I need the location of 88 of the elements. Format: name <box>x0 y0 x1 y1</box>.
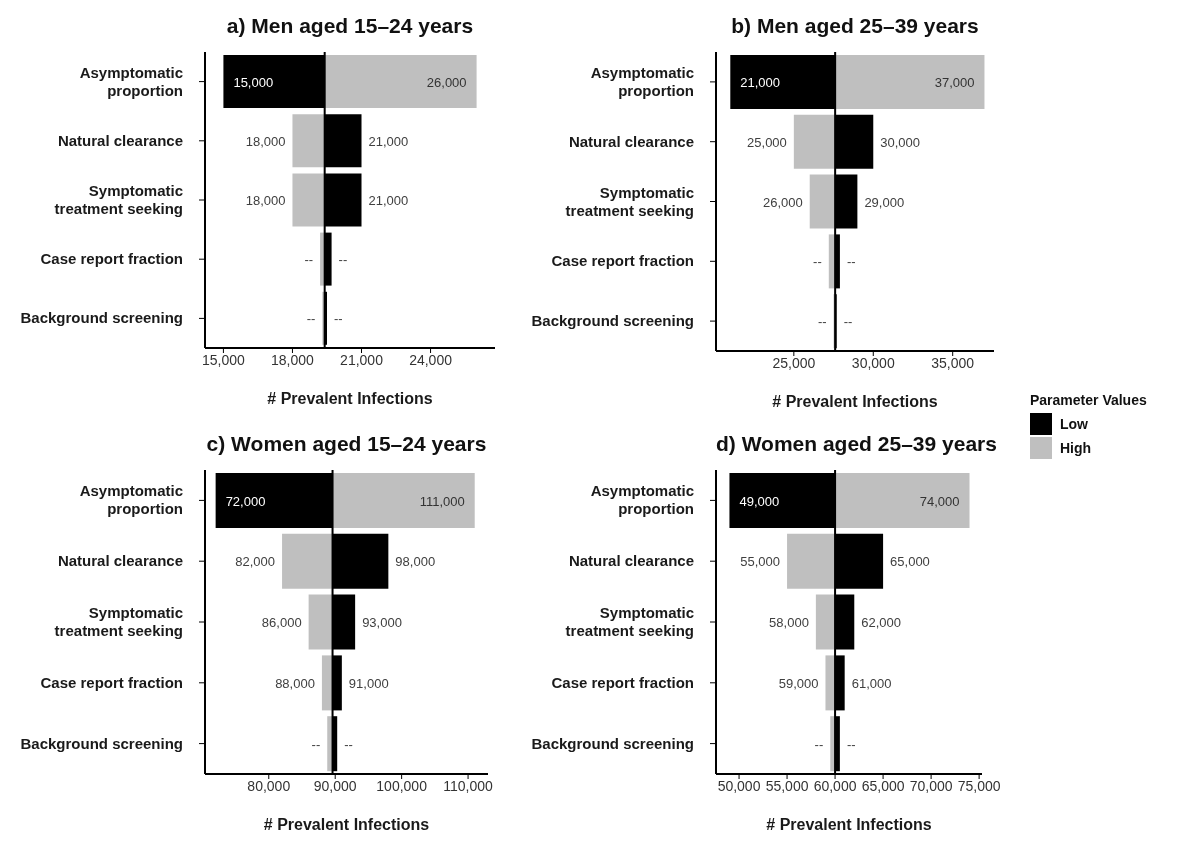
y-tick-label: Background screening <box>531 312 694 330</box>
x-tick-label: 75,000 <box>957 777 1001 794</box>
y-tick-label: Natural clearance <box>57 131 183 149</box>
x-tick-label: 50,000 <box>717 777 761 794</box>
data-label: -- <box>843 314 853 330</box>
y-tick-label: Case report fraction <box>551 252 694 270</box>
x-axis-title: # Prevalent Infections <box>772 393 938 410</box>
y-tick-label: Symptomatic treatment seeking <box>54 182 183 217</box>
legend-label: Low <box>1060 416 1088 432</box>
data-label: 21,000 <box>368 133 409 149</box>
y-tick-label: Symptomatic treatment seeking <box>565 183 694 219</box>
data-label: 15,000 <box>233 74 274 90</box>
x-tick-label: 110,000 <box>443 777 494 794</box>
data-label: 26,000 <box>426 74 467 90</box>
data-label: 18,000 <box>245 192 286 208</box>
data-label: 21,000 <box>368 192 409 208</box>
y-tick-label: Case report fraction <box>551 673 694 691</box>
data-label: -- <box>333 311 343 327</box>
legend-title: Parameter Values <box>1030 392 1147 408</box>
data-label: 25,000 <box>747 134 787 150</box>
data-label: 58,000 <box>769 615 809 631</box>
y-tick-label: Case report fraction <box>40 673 183 691</box>
data-label: -- <box>304 252 314 268</box>
data-label: 86,000 <box>261 615 302 631</box>
y-tick-label: Symptomatic treatment seeking <box>54 604 183 639</box>
data-label: 111,000 <box>419 493 465 509</box>
y-tick-label: Background screening <box>20 734 183 752</box>
chart-title: d) Women aged 25–39 years <box>716 432 997 455</box>
x-axis-title: # Prevalent Infections <box>267 390 433 407</box>
chart-title: b) Men aged 25–39 years <box>731 14 979 37</box>
data-label: 21,000 <box>740 75 781 90</box>
data-label: 26,000 <box>762 194 803 210</box>
y-tick-label: Background screening <box>20 309 183 327</box>
x-tick-label: 100,000 <box>376 777 428 794</box>
data-label: 29,000 <box>864 194 905 210</box>
x-tick-label: 24,000 <box>409 351 453 368</box>
x-tick-label: 60,000 <box>813 777 857 794</box>
y-tick-label: Symptomatic treatment seeking <box>565 604 694 639</box>
chart-title: c) Women aged 15–24 years <box>206 432 487 455</box>
x-tick-label: 35,000 <box>931 354 975 371</box>
data-label: 18,000 <box>245 133 286 149</box>
x-tick-label: 18,000 <box>271 351 315 368</box>
data-label: -- <box>344 736 353 752</box>
y-tick-label: Natural clearance <box>568 552 694 570</box>
data-label: -- <box>338 252 348 268</box>
data-label: -- <box>814 736 824 752</box>
data-label: 49,000 <box>739 493 780 509</box>
data-label: 93,000 <box>362 615 402 631</box>
data-label: 65,000 <box>890 554 930 570</box>
data-label: 91,000 <box>348 675 389 691</box>
data-label: 61,000 <box>851 675 892 691</box>
x-tick-label: 21,000 <box>340 351 384 368</box>
x-axis-title: # Prevalent Infections <box>263 816 430 833</box>
data-label: 88,000 <box>275 675 315 691</box>
legend-label: High <box>1060 440 1092 456</box>
data-label: -- <box>306 311 316 327</box>
y-tick-label: Case report fraction <box>40 250 183 268</box>
x-tick-label: 55,000 <box>765 777 809 794</box>
y-tick-label: Asymptomatic proportion <box>79 63 183 99</box>
y-tick-label: Asymptomatic proportion <box>79 482 183 518</box>
chart-title: a) Men aged 15–24 years <box>226 14 474 37</box>
data-label: -- <box>311 736 321 752</box>
y-tick-label: Background screening <box>531 734 694 752</box>
x-tick-label: 30,000 <box>851 354 895 371</box>
x-tick-label: 80,000 <box>247 777 291 794</box>
x-tick-label: 65,000 <box>861 777 905 794</box>
y-tick-label: Asymptomatic proportion <box>590 482 694 518</box>
x-tick-label: 70,000 <box>909 777 953 794</box>
x-tick-label: 25,000 <box>772 354 816 371</box>
data-label: -- <box>846 736 856 752</box>
data-label: 55,000 <box>740 554 781 570</box>
data-label: 37,000 <box>934 75 975 90</box>
y-tick-label: Natural clearance <box>57 552 183 570</box>
x-tick-label: 90,000 <box>313 777 357 794</box>
data-label: -- <box>846 254 856 270</box>
data-label: -- <box>817 314 827 330</box>
data-label: 30,000 <box>880 134 921 150</box>
x-tick-label: 15,000 <box>202 351 246 368</box>
data-label: -- <box>813 254 822 270</box>
data-label: 62,000 <box>861 615 902 631</box>
data-label: 59,000 <box>778 675 819 691</box>
data-label: 74,000 <box>919 493 960 509</box>
data-label: 72,000 <box>225 493 266 509</box>
data-label: 98,000 <box>395 554 436 570</box>
y-tick-label: Natural clearance <box>568 132 694 150</box>
y-tick-label: Asymptomatic proportion <box>590 63 694 99</box>
x-axis-title: # Prevalent Infections <box>766 816 932 833</box>
data-label: 82,000 <box>235 554 276 570</box>
